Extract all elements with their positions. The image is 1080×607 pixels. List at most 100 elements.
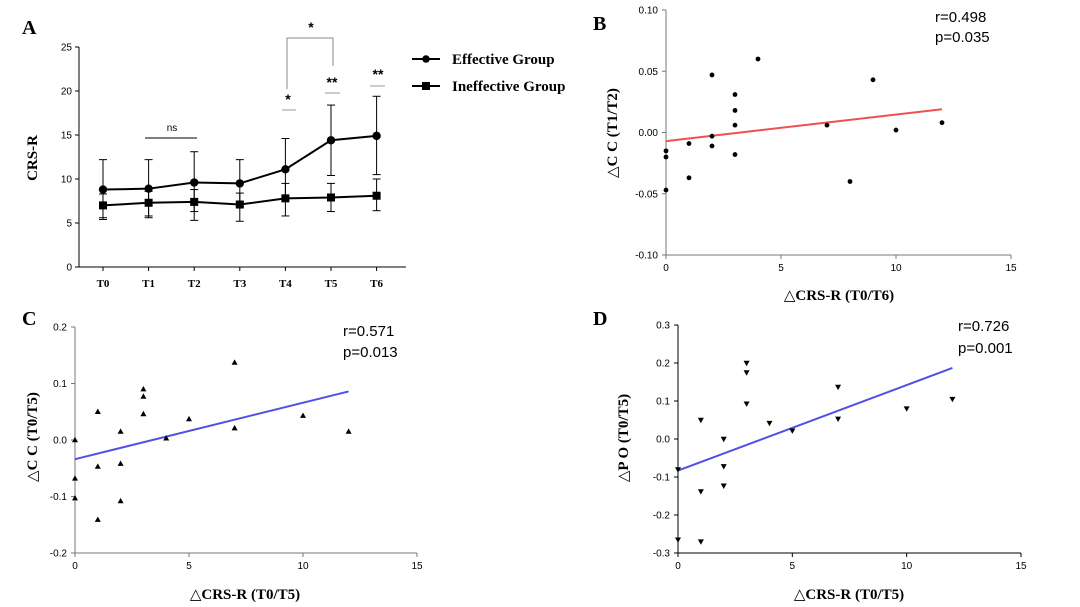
panel-a-x-tick-label: T4 bbox=[279, 278, 292, 290]
panel-b-marks bbox=[663, 56, 945, 193]
y-tick-label: -0.1 bbox=[50, 492, 68, 503]
bracket-significance: * bbox=[308, 19, 314, 35]
data-point bbox=[117, 497, 124, 504]
panel-a-legend: Effective Group Ineffective Group bbox=[412, 52, 565, 95]
data-point bbox=[870, 77, 876, 83]
data-point bbox=[686, 175, 692, 181]
panel-d-marks bbox=[675, 360, 956, 545]
x-tick-label: 10 bbox=[901, 561, 913, 572]
legend-marker-ineffective bbox=[422, 82, 430, 90]
x-tick-label: 10 bbox=[297, 561, 309, 572]
y-tick-label: 0.1 bbox=[656, 397, 670, 408]
panel-b-x-label: △CRS-R (T0/T6) bbox=[784, 288, 894, 304]
data-point bbox=[663, 148, 669, 154]
panel-a-x-tick-label: T3 bbox=[233, 278, 246, 290]
x-tick-label: 0 bbox=[675, 561, 681, 572]
panel-c-label: C bbox=[22, 308, 36, 330]
data-point bbox=[72, 475, 78, 481]
data-point bbox=[743, 401, 750, 407]
panel-a-x-tick-label: T2 bbox=[188, 278, 201, 290]
data-point-effective bbox=[144, 184, 153, 193]
data-point bbox=[117, 460, 124, 466]
y-tick-label: -0.3 bbox=[653, 549, 671, 560]
data-point bbox=[789, 428, 796, 434]
x-tick-label: 15 bbox=[1005, 263, 1017, 274]
data-point-effective bbox=[190, 178, 199, 187]
data-point bbox=[72, 494, 78, 501]
data-point-ineffective bbox=[99, 201, 107, 210]
panel-a-y-tick-label: 5 bbox=[66, 219, 72, 230]
data-point bbox=[732, 122, 738, 128]
t5-significance: ** bbox=[327, 74, 338, 90]
regression-line bbox=[74, 390, 349, 461]
data-point bbox=[835, 384, 842, 391]
panel-c-r-value: r=0.571 bbox=[343, 323, 394, 340]
x-tick-label: 0 bbox=[663, 263, 669, 274]
data-point bbox=[939, 120, 945, 126]
data-point-ineffective bbox=[235, 200, 244, 209]
data-point bbox=[720, 436, 727, 443]
y-tick-label: -0.2 bbox=[50, 549, 68, 560]
data-point bbox=[300, 412, 306, 418]
data-point bbox=[732, 92, 738, 97]
x-tick-label: 10 bbox=[890, 263, 902, 274]
data-point-ineffective bbox=[327, 193, 335, 202]
data-point bbox=[663, 187, 669, 193]
panel-a-y-tick-label: 15 bbox=[61, 131, 73, 142]
data-point bbox=[663, 154, 669, 160]
panel-d: D △P O (T0/T5) △CRS-R (T0/T5) r=0.726 p=… bbox=[593, 308, 1027, 603]
data-point bbox=[709, 143, 715, 149]
y-tick-label: 0.00 bbox=[639, 128, 659, 139]
data-point bbox=[94, 463, 101, 469]
panel-a-y-tick-label: 20 bbox=[61, 87, 73, 98]
data-point bbox=[847, 179, 853, 184]
panel-c-y-label: △C C (T0/T5) bbox=[25, 392, 41, 482]
data-point bbox=[186, 415, 192, 422]
data-point bbox=[140, 393, 147, 399]
y-tick-label: -0.05 bbox=[635, 189, 658, 200]
panel-b-y-label: △C C (T1/T2) bbox=[605, 88, 621, 178]
panel-a-y-label: CRS-R bbox=[25, 135, 41, 181]
data-point bbox=[345, 428, 352, 434]
panel-a-y-tick-label: 0 bbox=[66, 263, 72, 274]
panel-a-y-tick-label: 25 bbox=[61, 43, 73, 54]
legend-marker-effective bbox=[422, 55, 430, 63]
data-point bbox=[732, 108, 738, 113]
y-tick-label: 0.10 bbox=[639, 6, 659, 17]
data-point bbox=[766, 420, 773, 427]
data-point-effective bbox=[235, 179, 244, 188]
data-point bbox=[743, 370, 750, 376]
data-point bbox=[72, 436, 78, 443]
data-point bbox=[743, 360, 750, 367]
panel-a-x-tick-label: T1 bbox=[142, 278, 155, 290]
y-tick-label: 0.0 bbox=[656, 435, 670, 446]
data-point bbox=[755, 56, 761, 62]
panel-a-axes: 0 5 10 15 20 25 T0 T1 T2 T3 T4 T5 T6 bbox=[61, 43, 406, 290]
data-point-ineffective bbox=[372, 191, 381, 200]
panel-a-annotations: ns * ** ** * bbox=[145, 19, 385, 139]
data-point bbox=[117, 428, 124, 434]
data-point bbox=[140, 385, 147, 392]
data-point-effective bbox=[98, 185, 108, 194]
panel-d-x-label: △CRS-R (T0/T5) bbox=[794, 587, 904, 603]
panel-d-y-label: △P O (T0/T5) bbox=[616, 394, 632, 482]
data-point bbox=[231, 359, 238, 365]
x-tick-label: 15 bbox=[411, 561, 423, 572]
y-tick-label: -0.1 bbox=[653, 473, 671, 484]
data-point-ineffective bbox=[190, 197, 199, 206]
legend-label-ineffective: Ineffective Group bbox=[452, 79, 565, 95]
data-point bbox=[697, 539, 704, 545]
panel-c-axes: -0.2 -0.1 0.0 0.1 0.2 0 5 10 15 bbox=[50, 323, 423, 573]
panel-a-x-tick-label: T6 bbox=[370, 278, 383, 290]
data-point bbox=[732, 152, 738, 157]
data-point-effective bbox=[326, 136, 336, 145]
y-tick-label: 0.2 bbox=[656, 359, 670, 370]
panel-b-label: B bbox=[593, 13, 606, 35]
data-point bbox=[140, 410, 147, 417]
panel-b-axes: -0.10 -0.05 0.00 0.05 0.10 0 5 10 15 bbox=[635, 6, 1017, 275]
panel-d-p-value: p=0.001 bbox=[958, 340, 1013, 357]
data-point-effective bbox=[372, 131, 381, 141]
data-point bbox=[709, 72, 715, 78]
